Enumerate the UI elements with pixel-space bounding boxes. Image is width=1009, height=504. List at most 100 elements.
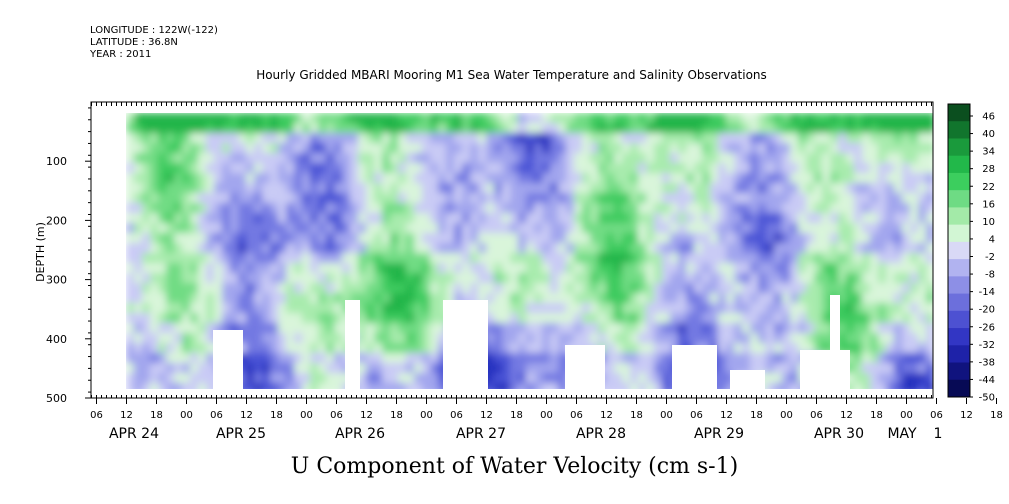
heatmap-cell <box>894 363 903 374</box>
heatmap-cell <box>158 293 167 304</box>
heatmap-cell <box>430 123 439 134</box>
heatmap-cell <box>878 373 887 384</box>
heatmap-cell <box>422 303 431 314</box>
heatmap-cell <box>878 113 887 124</box>
heatmap-cell <box>502 153 511 164</box>
heatmap-cell <box>734 273 743 284</box>
colorbar-swatch <box>948 190 970 208</box>
heatmap-cell <box>894 123 903 134</box>
heatmap-cell <box>654 183 663 194</box>
heatmap-cell <box>342 233 351 244</box>
heatmap-cell <box>286 343 295 354</box>
heatmap-cell <box>782 273 791 284</box>
heatmap-cell <box>510 273 519 284</box>
heatmap-cell <box>430 173 439 184</box>
heatmap-cell <box>270 353 279 364</box>
heatmap-cell <box>542 333 551 344</box>
heatmap-cell <box>798 343 807 354</box>
heatmap-cell <box>390 163 399 174</box>
heatmap-cell <box>838 343 847 354</box>
heatmap-cell <box>694 163 703 174</box>
heatmap-cell <box>814 143 823 154</box>
heatmap-cell <box>326 303 335 314</box>
heatmap-cell <box>230 283 239 294</box>
heatmap-cell <box>158 273 167 284</box>
heatmap-cell <box>758 183 767 194</box>
heatmap-cell <box>478 183 487 194</box>
heatmap-cell <box>198 173 207 184</box>
heatmap-cell <box>606 293 615 304</box>
heatmap-cell <box>182 293 191 304</box>
heatmap-cell <box>686 143 695 154</box>
heatmap-cell <box>886 373 895 384</box>
heatmap-cell <box>646 373 655 384</box>
heatmap-cell <box>182 353 191 364</box>
heatmap-cell <box>590 123 599 134</box>
heatmap-cell <box>646 243 655 254</box>
heatmap-cell <box>422 293 431 304</box>
heatmap-cell <box>574 293 583 304</box>
heatmap-cell <box>262 153 271 164</box>
heatmap-cell <box>838 193 847 204</box>
heatmap-cell <box>302 213 311 224</box>
heatmap-cell <box>734 233 743 244</box>
heatmap-cell <box>214 253 223 264</box>
heatmap-cell <box>174 213 183 224</box>
heatmap-cell <box>646 173 655 184</box>
heatmap-cell <box>438 183 447 194</box>
heatmap-cell <box>438 283 447 294</box>
heatmap-cell <box>134 123 143 134</box>
heatmap-cell <box>894 183 903 194</box>
heatmap-cell <box>630 283 639 294</box>
heatmap-cell <box>550 383 559 389</box>
heatmap-cell <box>422 213 431 224</box>
heatmap-cell <box>454 163 463 174</box>
heatmap-cell <box>694 153 703 164</box>
heatmap-cell <box>822 323 831 334</box>
heatmap-cell <box>606 183 615 194</box>
heatmap-cell <box>566 313 575 324</box>
x-tick-label: 00 <box>420 410 433 421</box>
heatmap-cell <box>718 203 727 214</box>
heatmap-cell <box>318 373 327 384</box>
heatmap-cell <box>318 153 327 164</box>
heatmap-cell <box>622 313 631 324</box>
heatmap-cell <box>526 243 535 254</box>
heatmap-cell <box>142 373 151 384</box>
heatmap-cell <box>142 253 151 264</box>
heatmap-cell <box>462 193 471 204</box>
heatmap-cell <box>902 123 911 134</box>
heatmap-cell <box>926 183 933 194</box>
heatmap-cell <box>566 203 575 214</box>
heatmap-cell <box>334 343 343 354</box>
heatmap-cell <box>430 163 439 174</box>
heatmap-cell <box>926 343 933 354</box>
heatmap-cell <box>486 263 495 274</box>
heatmap-cell <box>574 133 583 144</box>
heatmap-cell <box>478 213 487 224</box>
heatmap-cell <box>190 113 199 124</box>
heatmap-cell <box>814 323 823 334</box>
heatmap-cell <box>550 313 559 324</box>
heatmap-cell <box>654 123 663 134</box>
heatmap-cell <box>766 193 775 204</box>
heatmap-cell <box>334 173 343 184</box>
heatmap-cell <box>166 153 175 164</box>
heatmap-cell <box>790 353 799 364</box>
heatmap-cell <box>654 143 663 154</box>
heatmap-cell <box>278 343 287 354</box>
heatmap-cell <box>422 143 431 154</box>
heatmap-cell <box>190 373 199 384</box>
heatmap-cell <box>326 233 335 244</box>
heatmap-cell <box>878 333 887 344</box>
heatmap-cell <box>430 183 439 194</box>
heatmap-cell <box>486 363 495 374</box>
heatmap-cell <box>326 203 335 214</box>
heatmap-cell <box>782 263 791 274</box>
heatmap-cell <box>878 193 887 204</box>
heatmap-cell <box>718 113 727 124</box>
heatmap-cell <box>270 243 279 254</box>
heatmap-cell <box>630 323 639 334</box>
heatmap-cell <box>678 113 687 124</box>
heatmap-cell <box>214 113 223 124</box>
